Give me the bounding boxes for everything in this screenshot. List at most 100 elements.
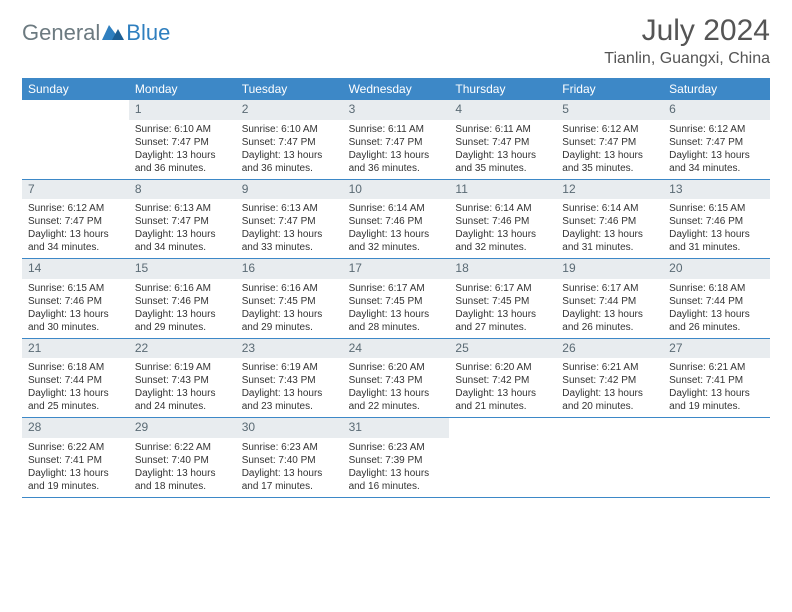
sunrise-line: Sunrise: 6:21 AM [669, 361, 764, 374]
dow-cell: Saturday [663, 78, 770, 100]
sunrise-line: Sunrise: 6:12 AM [28, 202, 123, 215]
day-number: 28 [22, 418, 129, 438]
dow-cell: Wednesday [343, 78, 450, 100]
daylight-line: Daylight: 13 hours and 19 minutes. [669, 387, 764, 413]
sunset-line: Sunset: 7:40 PM [135, 454, 230, 467]
day-number: 14 [22, 259, 129, 279]
sunset-line: Sunset: 7:46 PM [28, 295, 123, 308]
day-number: 6 [663, 100, 770, 120]
daylight-line: Daylight: 13 hours and 35 minutes. [455, 149, 550, 175]
daylight-line: Daylight: 13 hours and 33 minutes. [242, 228, 337, 254]
day-body: Sunrise: 6:16 AMSunset: 7:46 PMDaylight:… [129, 279, 236, 338]
sunset-line: Sunset: 7:45 PM [455, 295, 550, 308]
day-body: Sunrise: 6:23 AMSunset: 7:39 PMDaylight:… [343, 438, 450, 497]
sunset-line: Sunset: 7:47 PM [669, 136, 764, 149]
day-cell: 8Sunrise: 6:13 AMSunset: 7:47 PMDaylight… [129, 180, 236, 259]
daylight-line: Daylight: 13 hours and 36 minutes. [135, 149, 230, 175]
day-cell: 20Sunrise: 6:18 AMSunset: 7:44 PMDayligh… [663, 259, 770, 338]
daylight-line: Daylight: 13 hours and 27 minutes. [455, 308, 550, 334]
sunset-line: Sunset: 7:41 PM [28, 454, 123, 467]
day-number: 31 [343, 418, 450, 438]
day-number: 24 [343, 339, 450, 359]
day-body: Sunrise: 6:16 AMSunset: 7:45 PMDaylight:… [236, 279, 343, 338]
day-number: 13 [663, 180, 770, 200]
weeks-container: 1Sunrise: 6:10 AMSunset: 7:47 PMDaylight… [22, 100, 770, 498]
sunset-line: Sunset: 7:47 PM [135, 215, 230, 228]
day-body: Sunrise: 6:17 AMSunset: 7:45 PMDaylight:… [343, 279, 450, 338]
sunrise-line: Sunrise: 6:18 AM [28, 361, 123, 374]
sunset-line: Sunset: 7:41 PM [669, 374, 764, 387]
day-cell: 2Sunrise: 6:10 AMSunset: 7:47 PMDaylight… [236, 100, 343, 179]
daylight-line: Daylight: 13 hours and 19 minutes. [28, 467, 123, 493]
day-cell: 3Sunrise: 6:11 AMSunset: 7:47 PMDaylight… [343, 100, 450, 179]
sunrise-line: Sunrise: 6:11 AM [349, 123, 444, 136]
day-cell: 17Sunrise: 6:17 AMSunset: 7:45 PMDayligh… [343, 259, 450, 338]
day-of-week-row: SundayMondayTuesdayWednesdayThursdayFrid… [22, 78, 770, 100]
sunrise-line: Sunrise: 6:20 AM [455, 361, 550, 374]
sunset-line: Sunset: 7:47 PM [455, 136, 550, 149]
sunrise-line: Sunrise: 6:14 AM [349, 202, 444, 215]
sunrise-line: Sunrise: 6:15 AM [28, 282, 123, 295]
day-body: Sunrise: 6:14 AMSunset: 7:46 PMDaylight:… [556, 199, 663, 258]
daylight-line: Daylight: 13 hours and 28 minutes. [349, 308, 444, 334]
day-cell: 11Sunrise: 6:14 AMSunset: 7:46 PMDayligh… [449, 180, 556, 259]
day-body: Sunrise: 6:21 AMSunset: 7:42 PMDaylight:… [556, 358, 663, 417]
day-body: Sunrise: 6:19 AMSunset: 7:43 PMDaylight:… [129, 358, 236, 417]
logo-text-general: General [22, 20, 100, 46]
day-number: 25 [449, 339, 556, 359]
sunset-line: Sunset: 7:46 PM [135, 295, 230, 308]
week-row: 14Sunrise: 6:15 AMSunset: 7:46 PMDayligh… [22, 259, 770, 339]
empty-day [22, 100, 129, 179]
sunset-line: Sunset: 7:46 PM [455, 215, 550, 228]
day-cell: 31Sunrise: 6:23 AMSunset: 7:39 PMDayligh… [343, 418, 450, 497]
sunrise-line: Sunrise: 6:23 AM [242, 441, 337, 454]
day-body: Sunrise: 6:22 AMSunset: 7:41 PMDaylight:… [22, 438, 129, 497]
day-cell: 22Sunrise: 6:19 AMSunset: 7:43 PMDayligh… [129, 339, 236, 418]
sunrise-line: Sunrise: 6:21 AM [562, 361, 657, 374]
day-cell: 4Sunrise: 6:11 AMSunset: 7:47 PMDaylight… [449, 100, 556, 179]
day-body: Sunrise: 6:13 AMSunset: 7:47 PMDaylight:… [236, 199, 343, 258]
day-number: 29 [129, 418, 236, 438]
day-number: 1 [129, 100, 236, 120]
sunrise-line: Sunrise: 6:13 AM [242, 202, 337, 215]
sunset-line: Sunset: 7:45 PM [349, 295, 444, 308]
day-body: Sunrise: 6:12 AMSunset: 7:47 PMDaylight:… [22, 199, 129, 258]
daylight-line: Daylight: 13 hours and 21 minutes. [455, 387, 550, 413]
day-body: Sunrise: 6:11 AMSunset: 7:47 PMDaylight:… [343, 120, 450, 179]
daylight-line: Daylight: 13 hours and 26 minutes. [669, 308, 764, 334]
day-body: Sunrise: 6:15 AMSunset: 7:46 PMDaylight:… [22, 279, 129, 338]
day-number: 21 [22, 339, 129, 359]
sunrise-line: Sunrise: 6:20 AM [349, 361, 444, 374]
day-body: Sunrise: 6:12 AMSunset: 7:47 PMDaylight:… [556, 120, 663, 179]
day-cell: 10Sunrise: 6:14 AMSunset: 7:46 PMDayligh… [343, 180, 450, 259]
daylight-line: Daylight: 13 hours and 34 minutes. [669, 149, 764, 175]
day-body: Sunrise: 6:13 AMSunset: 7:47 PMDaylight:… [129, 199, 236, 258]
day-number: 22 [129, 339, 236, 359]
sunrise-line: Sunrise: 6:16 AM [242, 282, 337, 295]
daylight-line: Daylight: 13 hours and 26 minutes. [562, 308, 657, 334]
location: Tianlin, Guangxi, China [604, 50, 770, 68]
day-body: Sunrise: 6:20 AMSunset: 7:43 PMDaylight:… [343, 358, 450, 417]
day-number: 7 [22, 180, 129, 200]
day-cell: 28Sunrise: 6:22 AMSunset: 7:41 PMDayligh… [22, 418, 129, 497]
day-cell: 29Sunrise: 6:22 AMSunset: 7:40 PMDayligh… [129, 418, 236, 497]
day-number: 2 [236, 100, 343, 120]
day-body: Sunrise: 6:21 AMSunset: 7:41 PMDaylight:… [663, 358, 770, 417]
dow-cell: Tuesday [236, 78, 343, 100]
sunrise-line: Sunrise: 6:19 AM [135, 361, 230, 374]
title-block: July 2024 Tianlin, Guangxi, China [604, 14, 770, 68]
daylight-line: Daylight: 13 hours and 31 minutes. [669, 228, 764, 254]
sunset-line: Sunset: 7:43 PM [349, 374, 444, 387]
sunset-line: Sunset: 7:47 PM [242, 215, 337, 228]
day-body: Sunrise: 6:18 AMSunset: 7:44 PMDaylight:… [22, 358, 129, 417]
day-cell: 7Sunrise: 6:12 AMSunset: 7:47 PMDaylight… [22, 180, 129, 259]
day-cell: 12Sunrise: 6:14 AMSunset: 7:46 PMDayligh… [556, 180, 663, 259]
sunrise-line: Sunrise: 6:23 AM [349, 441, 444, 454]
day-body: Sunrise: 6:10 AMSunset: 7:47 PMDaylight:… [129, 120, 236, 179]
day-number: 27 [663, 339, 770, 359]
day-cell: 24Sunrise: 6:20 AMSunset: 7:43 PMDayligh… [343, 339, 450, 418]
day-cell: 16Sunrise: 6:16 AMSunset: 7:45 PMDayligh… [236, 259, 343, 338]
logo: General Blue [22, 20, 170, 46]
day-number: 20 [663, 259, 770, 279]
day-cell: 25Sunrise: 6:20 AMSunset: 7:42 PMDayligh… [449, 339, 556, 418]
